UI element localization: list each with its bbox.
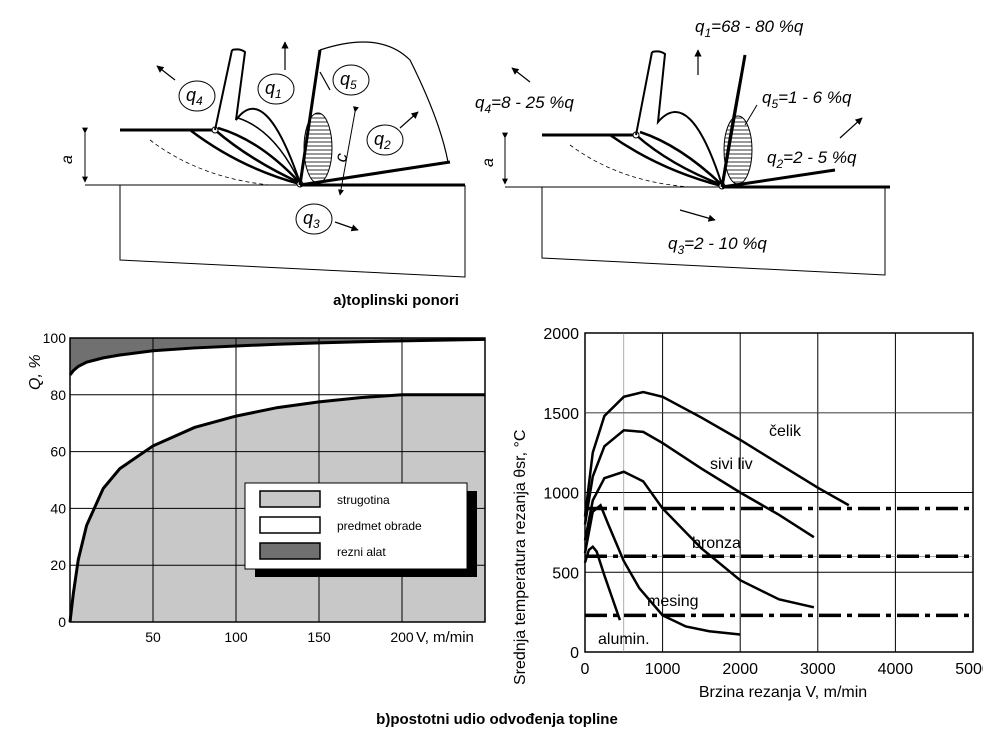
a-label: a	[59, 155, 76, 164]
workpiece-outline	[119, 185, 466, 278]
svg-text:q4: q4	[186, 85, 203, 108]
caption-b: b)postotni udio odvođenja topline	[376, 711, 618, 728]
cutting-diagram-right: a q1=68 - 80 %q q4=8 - 25 %q q5=1 - 6 %q…	[475, 17, 890, 276]
tool-outline	[299, 41, 449, 186]
legend-label: rezni alat	[337, 545, 386, 559]
predmet-obrade-curve	[68, 337, 486, 376]
temperature-chart: čelik sivi liv bronza mesing alumin. 0 500 1000…	[512, 326, 983, 701]
curve-label: sivi liv	[710, 456, 753, 473]
curve-bronza	[583, 470, 815, 609]
svg-text:q5: q5	[340, 69, 357, 92]
x-axis-label: V, m/min	[416, 629, 474, 646]
curve-label: čelik	[769, 423, 802, 440]
curve-čelik	[583, 390, 850, 517]
y-tick-label: 100	[43, 330, 67, 346]
x-tick-label: 100	[224, 629, 248, 645]
y-tick-label: 1000	[543, 486, 579, 503]
y-tick-label: 1500	[543, 406, 579, 423]
y-axis-label: Srednja temperatura rezanja θsr, °C	[512, 430, 529, 685]
shear-zone	[189, 126, 301, 186]
y-tick-label: 80	[50, 387, 66, 403]
y-tick-label: 0	[58, 614, 66, 630]
y-tick-label: 20	[50, 557, 66, 573]
legend-label: strugotina	[337, 493, 390, 507]
curve-label: bronza	[692, 535, 741, 552]
plot-frame	[69, 337, 486, 623]
legend-swatch	[259, 516, 321, 534]
y-axis-label: Q, %	[27, 354, 44, 390]
svg-text:q2: q2	[374, 129, 391, 152]
y-tick-label: 500	[552, 565, 579, 582]
caption-a: a)toplinski ponori	[333, 292, 459, 309]
curve-label: alumin.	[598, 631, 650, 648]
x-tick-label: 200	[390, 629, 414, 645]
x-tick-label: 3000	[800, 661, 836, 678]
a-label-right: a	[480, 158, 497, 167]
legend-swatch	[259, 490, 321, 508]
x-tick-label: 50	[145, 629, 161, 645]
y-tick-label: 40	[50, 500, 66, 516]
curve-mesing	[583, 503, 741, 636]
y-tick-label: 60	[50, 444, 66, 460]
q1-percent-label: q1=68 - 80 %q	[695, 17, 804, 40]
x-tick-label: 5000	[955, 661, 983, 678]
legend-label: predmet obrade	[337, 519, 422, 533]
workpiece-outline-right	[541, 187, 886, 276]
q4-percent-label: q4=8 - 25 %q	[475, 93, 574, 116]
x-tick-label: 2000	[722, 661, 758, 678]
svg-text:q1: q1	[265, 78, 282, 101]
curve-label: mesing	[647, 593, 699, 610]
x-tick-label: 1000	[645, 661, 681, 678]
x-axis-label: Brzina rezanja V, m/min	[699, 684, 867, 701]
q5-percent-label: q5=1 - 6 %q	[762, 88, 852, 111]
heat-share-chart: 0 20 40 60 80 100 50 100 150 200 V, m/min Q, % strug…	[27, 330, 486, 646]
friction-zone	[303, 112, 333, 184]
q1-circle: q1	[257, 73, 295, 105]
q2-percent-label: q2=2 - 5 %q	[767, 148, 857, 171]
strugotina-curve	[68, 393, 485, 623]
x-tick-label: 0	[581, 661, 590, 678]
q2-circle: q2	[366, 124, 404, 156]
curve-alumin.	[583, 544, 622, 621]
y-tick-label: 0	[570, 645, 579, 662]
curve-sivi liv	[583, 429, 815, 539]
q3-percent-label: q3=2 - 10 %q	[668, 234, 767, 257]
svg-text:q3: q3	[303, 208, 320, 231]
cutting-diagram-left: a c q4 q1 q5 q2 q3	[59, 41, 466, 278]
q4-circle: q4	[178, 80, 216, 112]
x-tick-label: 4000	[878, 661, 914, 678]
x-tick-label: 150	[307, 629, 331, 645]
legend-swatch	[259, 542, 321, 560]
q3-circle: q3	[295, 203, 333, 235]
c-label: c	[331, 151, 351, 163]
y-tick-label: 2000	[543, 326, 579, 343]
q5-circle: q5	[332, 64, 370, 96]
